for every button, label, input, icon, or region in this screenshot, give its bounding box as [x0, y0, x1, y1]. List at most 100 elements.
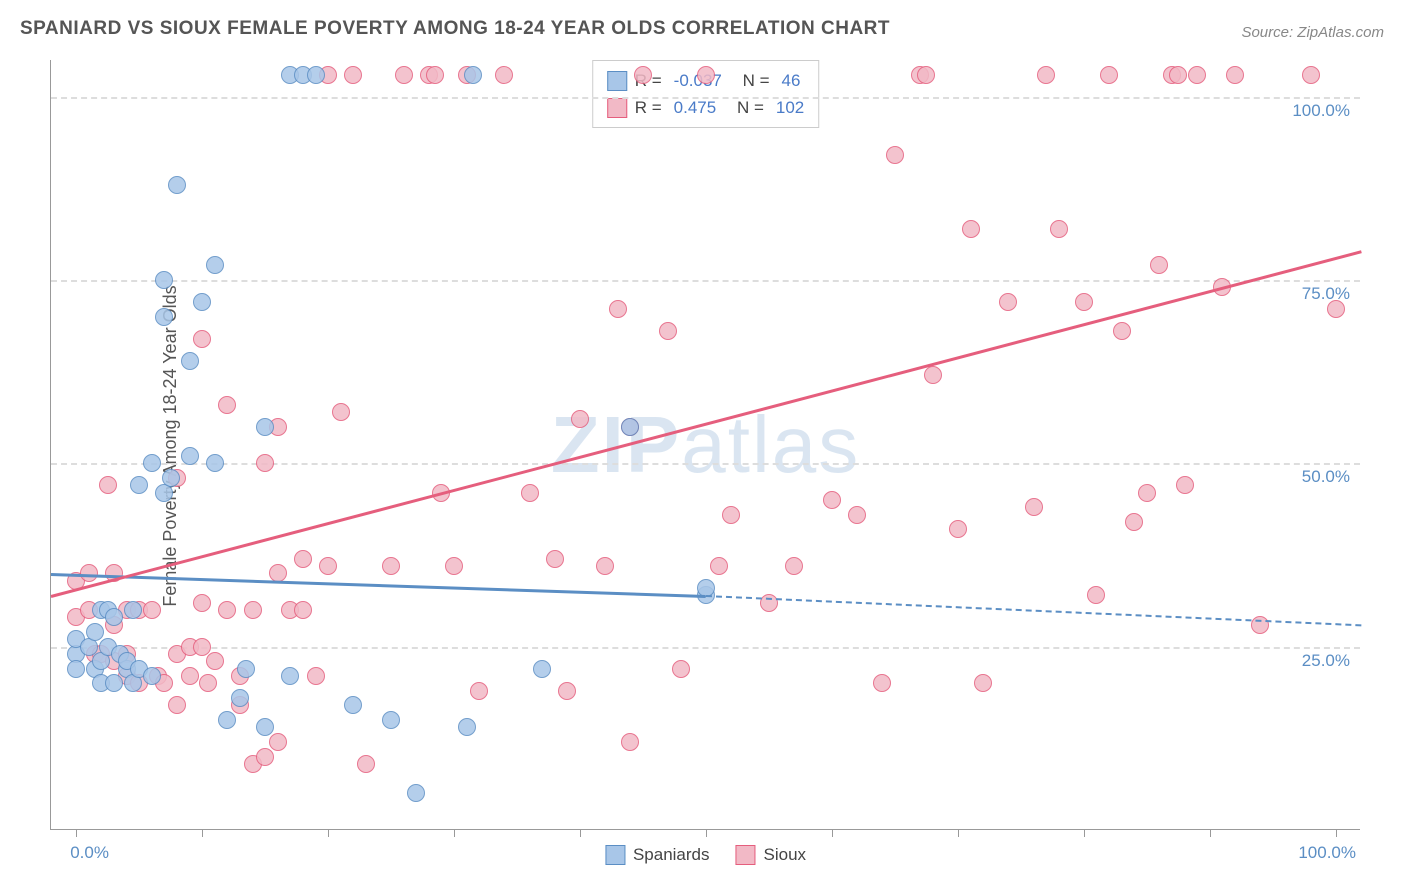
- data-point-sioux: [269, 733, 287, 751]
- data-point-sioux: [1188, 66, 1206, 84]
- gridline: [51, 647, 1360, 649]
- data-point-sioux: [307, 667, 325, 685]
- data-point-sioux: [949, 520, 967, 538]
- data-point-sioux: [294, 550, 312, 568]
- data-point-sioux: [609, 300, 627, 318]
- data-point-sioux: [546, 550, 564, 568]
- x-tick: [1084, 829, 1085, 837]
- data-point-sioux: [193, 330, 211, 348]
- data-point-sioux: [395, 66, 413, 84]
- legend-item-sioux: Sioux: [736, 845, 807, 865]
- data-point-sioux: [886, 146, 904, 164]
- data-point-sioux: [558, 682, 576, 700]
- data-point-spaniards: [155, 271, 173, 289]
- n-spaniards: 46: [782, 67, 801, 94]
- x-tick: [202, 829, 203, 837]
- data-point-spaniards: [464, 66, 482, 84]
- x-tick: [958, 829, 959, 837]
- data-point-sioux: [218, 601, 236, 619]
- data-point-spaniards: [143, 454, 161, 472]
- data-point-sioux: [672, 660, 690, 678]
- swatch-spaniards: [607, 71, 627, 91]
- data-point-spaniards: [143, 667, 161, 685]
- data-point-spaniards: [307, 66, 325, 84]
- data-point-spaniards: [105, 608, 123, 626]
- data-point-sioux: [1025, 498, 1043, 516]
- data-point-sioux: [1302, 66, 1320, 84]
- data-point-sioux: [823, 491, 841, 509]
- data-point-sioux: [873, 674, 891, 692]
- data-point-spaniards: [344, 696, 362, 714]
- data-point-sioux: [319, 557, 337, 575]
- data-point-spaniards: [256, 718, 274, 736]
- data-point-sioux: [382, 557, 400, 575]
- legend-label-spaniards: Spaniards: [633, 845, 710, 865]
- data-point-spaniards: [218, 711, 236, 729]
- data-point-spaniards: [621, 418, 639, 436]
- data-point-spaniards: [382, 711, 400, 729]
- data-point-sioux: [571, 410, 589, 428]
- legend-label-sioux: Sioux: [764, 845, 807, 865]
- data-point-sioux: [924, 366, 942, 384]
- data-point-sioux: [521, 484, 539, 502]
- data-point-sioux: [1176, 476, 1194, 494]
- data-point-spaniards: [168, 176, 186, 194]
- data-point-sioux: [206, 652, 224, 670]
- data-point-sioux: [999, 293, 1017, 311]
- data-point-sioux: [634, 66, 652, 84]
- gridline: [51, 280, 1360, 282]
- x-tick: [580, 829, 581, 837]
- data-point-spaniards: [181, 447, 199, 465]
- data-point-spaniards: [130, 476, 148, 494]
- data-point-spaniards: [407, 784, 425, 802]
- data-point-sioux: [181, 667, 199, 685]
- data-point-spaniards: [67, 660, 85, 678]
- data-point-sioux: [143, 601, 161, 619]
- data-point-sioux: [332, 403, 350, 421]
- data-point-sioux: [1100, 66, 1118, 84]
- data-point-sioux: [193, 594, 211, 612]
- legend-swatch-sioux: [736, 845, 756, 865]
- data-point-sioux: [244, 601, 262, 619]
- y-tick-label: 50.0%: [1302, 467, 1350, 487]
- data-point-sioux: [697, 66, 715, 84]
- data-point-spaniards: [231, 689, 249, 707]
- data-point-spaniards: [181, 352, 199, 370]
- data-point-sioux: [710, 557, 728, 575]
- data-point-sioux: [168, 696, 186, 714]
- x-tick: [1336, 829, 1337, 837]
- x-tick: [1210, 829, 1211, 837]
- data-point-sioux: [256, 454, 274, 472]
- x-tick: [328, 829, 329, 837]
- data-point-sioux: [659, 322, 677, 340]
- x-tick: [706, 829, 707, 837]
- x-tick: [76, 829, 77, 837]
- data-point-sioux: [760, 594, 778, 612]
- data-point-sioux: [357, 755, 375, 773]
- data-point-sioux: [470, 682, 488, 700]
- data-point-sioux: [962, 220, 980, 238]
- data-point-spaniards: [105, 674, 123, 692]
- data-point-sioux: [1251, 616, 1269, 634]
- data-point-spaniards: [206, 454, 224, 472]
- x-tick-label-right: 100.0%: [1298, 843, 1356, 863]
- legend: Spaniards Sioux: [605, 845, 806, 865]
- data-point-spaniards: [124, 601, 142, 619]
- plot-area: ZIPatlas R =-0.037 N =46 R =0.475 N =102…: [50, 60, 1360, 830]
- y-tick-label: 75.0%: [1302, 284, 1350, 304]
- data-point-sioux: [917, 66, 935, 84]
- data-point-spaniards: [256, 418, 274, 436]
- y-tick-label: 25.0%: [1302, 651, 1350, 671]
- data-point-sioux: [722, 506, 740, 524]
- data-point-spaniards: [162, 469, 180, 487]
- data-point-spaniards: [206, 256, 224, 274]
- data-point-sioux: [256, 748, 274, 766]
- x-tick: [832, 829, 833, 837]
- data-point-sioux: [1037, 66, 1055, 84]
- data-point-sioux: [1150, 256, 1168, 274]
- data-point-sioux: [848, 506, 866, 524]
- data-point-sioux: [99, 476, 117, 494]
- gridline: [51, 463, 1360, 465]
- data-point-sioux: [1050, 220, 1068, 238]
- data-point-sioux: [426, 66, 444, 84]
